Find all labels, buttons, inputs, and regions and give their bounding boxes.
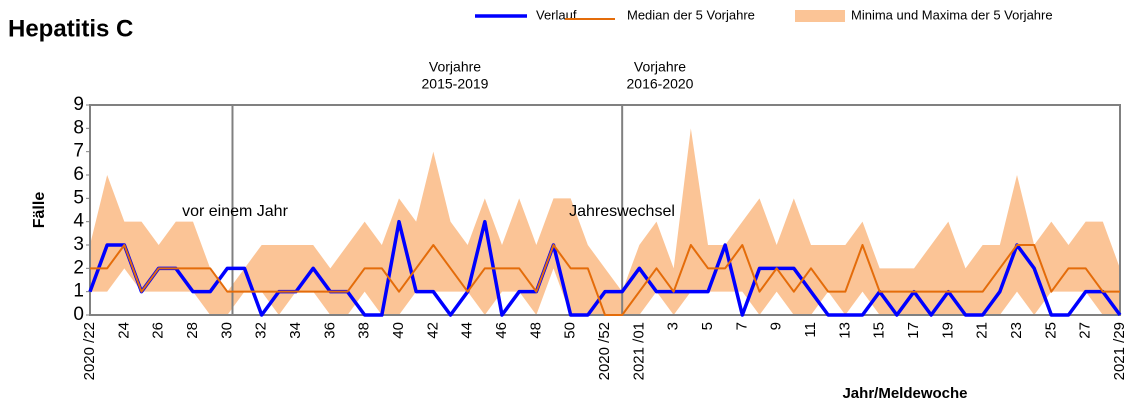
y-axis-label: Fälle: [31, 192, 48, 229]
chart-title: Hepatitis C: [8, 15, 133, 42]
x-tick-label: 19: [939, 322, 956, 339]
x-tick-label: 21: [974, 322, 991, 339]
x-tick-label: 44: [459, 322, 476, 339]
annotation: vor einem Jahr: [182, 203, 288, 220]
x-tick-label: 24: [115, 322, 132, 339]
x-tick-label: 40: [390, 322, 407, 339]
x-tick-label: 36: [321, 322, 338, 339]
x-tick-label: 32: [253, 322, 270, 339]
min-max-band: [90, 128, 1120, 315]
y-tick-label: 6: [73, 164, 84, 185]
x-tick-label: 15: [871, 322, 888, 339]
y-tick-label: 3: [73, 234, 84, 255]
x-tick-label: 42: [424, 322, 441, 339]
x-tick-label: 28: [184, 322, 201, 339]
x-tick-label: 46: [493, 322, 510, 339]
annotation: Vorjahre: [429, 59, 481, 75]
x-tick-label: 2020 /22: [81, 322, 98, 380]
x-tick-label: 2020 /52: [596, 322, 613, 380]
x-tick-label: 38: [356, 322, 373, 339]
x-tick-label: 3: [665, 322, 682, 330]
x-tick-label: 2021 /01: [630, 322, 647, 380]
annotation: 2015-2019: [422, 76, 489, 92]
x-tick-label: 7: [733, 322, 750, 330]
annotation: Vorjahre: [634, 59, 686, 75]
x-tick-label: 11: [802, 322, 819, 338]
annotation: 2016-2020: [627, 76, 694, 92]
x-tick-label: 27: [1077, 322, 1094, 339]
x-tick-label: 2021 /29: [1111, 322, 1128, 380]
y-tick-label: 2: [73, 257, 84, 278]
y-tick-label: 4: [73, 211, 84, 232]
y-tick-label: 5: [73, 187, 84, 208]
legend-swatch: [795, 10, 845, 22]
annotation: Jahreswechsel: [569, 203, 675, 220]
x-tick-label: 34: [287, 322, 304, 339]
x-tick-label: 25: [1042, 322, 1059, 339]
y-tick-label: 8: [73, 117, 84, 138]
x-tick-label: 5: [699, 322, 716, 330]
legend-label: Minima und Maxima der 5 Vorjahre: [851, 7, 1053, 22]
legend-label: Median der 5 Vorjahre: [627, 7, 755, 22]
x-tick-label: 50: [562, 322, 579, 339]
legend-label: Verlauf: [536, 7, 577, 22]
y-tick-label: 7: [73, 141, 84, 162]
x-tick-label: 17: [905, 322, 922, 339]
y-tick-label: 1: [73, 281, 84, 302]
x-tick-label: 9: [768, 322, 785, 330]
x-tick-label: 30: [218, 322, 235, 339]
x-tick-label: 13: [836, 322, 853, 339]
x-tick-label: 23: [1008, 322, 1025, 339]
series-line: [90, 244, 1120, 316]
y-tick-label: 9: [73, 94, 84, 115]
x-tick-label: 26: [150, 322, 167, 339]
x-tick-label: 48: [527, 322, 544, 339]
x-axis-label: Jahr/Meldewoche: [842, 385, 967, 402]
y-tick-label: 0: [73, 304, 84, 325]
